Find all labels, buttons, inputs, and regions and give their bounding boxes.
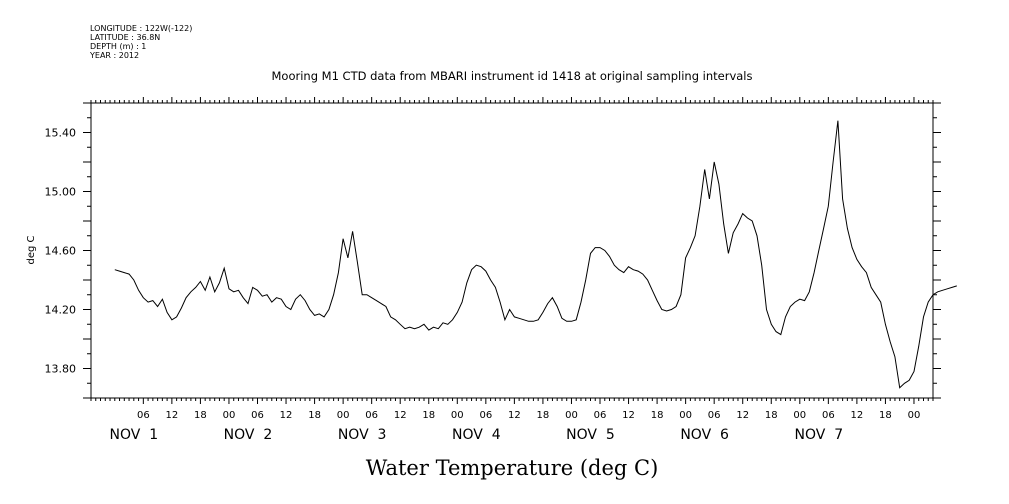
x-day-label: NOV 4 bbox=[452, 427, 501, 443]
series-line-water-temperature bbox=[114, 120, 957, 389]
x-hour-label: 12 bbox=[166, 410, 179, 421]
x-hour-label: 18 bbox=[422, 410, 435, 421]
year-label: YEAR : 2012 bbox=[89, 51, 139, 60]
x-hour-label: 12 bbox=[394, 410, 407, 421]
x-hour-label: 00 bbox=[793, 410, 806, 421]
latitude-label: LATITUDE : 36.8N bbox=[90, 33, 160, 42]
x-hour-label: 06 bbox=[251, 410, 264, 421]
y-tick-label: 14.60 bbox=[45, 245, 77, 258]
y-axis-label: deg C bbox=[26, 235, 37, 264]
x-hour-label: 12 bbox=[851, 410, 864, 421]
x-hour-label: 00 bbox=[223, 410, 236, 421]
axis-ticks bbox=[83, 97, 941, 404]
x-hour-label: 18 bbox=[194, 410, 207, 421]
x-axis-title: Water Temperature (deg C) bbox=[366, 456, 659, 480]
x-hour-label: 12 bbox=[622, 410, 635, 421]
x-hour-label: 12 bbox=[280, 410, 293, 421]
plot-frame bbox=[90, 102, 934, 399]
x-hour-label: 12 bbox=[508, 410, 521, 421]
x-hour-label: 06 bbox=[365, 410, 378, 421]
x-hour-label: 06 bbox=[708, 410, 721, 421]
x-hour-label: 18 bbox=[765, 410, 778, 421]
depth-label: DEPTH (m) : 1 bbox=[90, 42, 146, 51]
y-tick-label: 15.40 bbox=[45, 127, 77, 140]
chart-title: Mooring M1 CTD data from MBARI instrumen… bbox=[272, 69, 753, 83]
x-day-label: NOV 3 bbox=[338, 427, 387, 443]
x-day-label: NOV 2 bbox=[224, 427, 273, 443]
y-tick-label: 15.00 bbox=[45, 186, 77, 199]
x-hour-label: 06 bbox=[479, 410, 492, 421]
x-hour-label: 00 bbox=[337, 410, 350, 421]
x-hour-label: 00 bbox=[679, 410, 692, 421]
y-tick-label: 13.80 bbox=[45, 363, 77, 376]
x-day-label: NOV 6 bbox=[680, 427, 729, 443]
x-hour-label: 00 bbox=[908, 410, 921, 421]
x-hour-label: 18 bbox=[308, 410, 321, 421]
x-hour-label: 12 bbox=[736, 410, 749, 421]
x-day-label: NOV 1 bbox=[109, 427, 158, 443]
longitude-label: LONGITUDE : 122W(-122) bbox=[90, 24, 192, 33]
x-hour-label: 00 bbox=[451, 410, 464, 421]
x-hour-label: 06 bbox=[822, 410, 835, 421]
x-hour-label: 06 bbox=[594, 410, 607, 421]
x-hour-label: 18 bbox=[537, 410, 550, 421]
x-tick-labels: 06 12 18 00 06 12 18 00 06 12 18 00 06 12 18 00 06 12 18 00… bbox=[109, 410, 920, 443]
x-hour-label: 18 bbox=[651, 410, 664, 421]
x-hour-label: 00 bbox=[565, 410, 578, 421]
x-hour-label: 18 bbox=[879, 410, 892, 421]
x-hour-label: 06 bbox=[137, 410, 150, 421]
y-tick-label: 14.20 bbox=[45, 304, 77, 317]
y-tick-labels: 13.80 14.20 14.60 15.00 15.40 bbox=[45, 127, 77, 376]
x-day-label: NOV 7 bbox=[795, 427, 844, 443]
x-day-label: NOV 5 bbox=[566, 427, 615, 443]
